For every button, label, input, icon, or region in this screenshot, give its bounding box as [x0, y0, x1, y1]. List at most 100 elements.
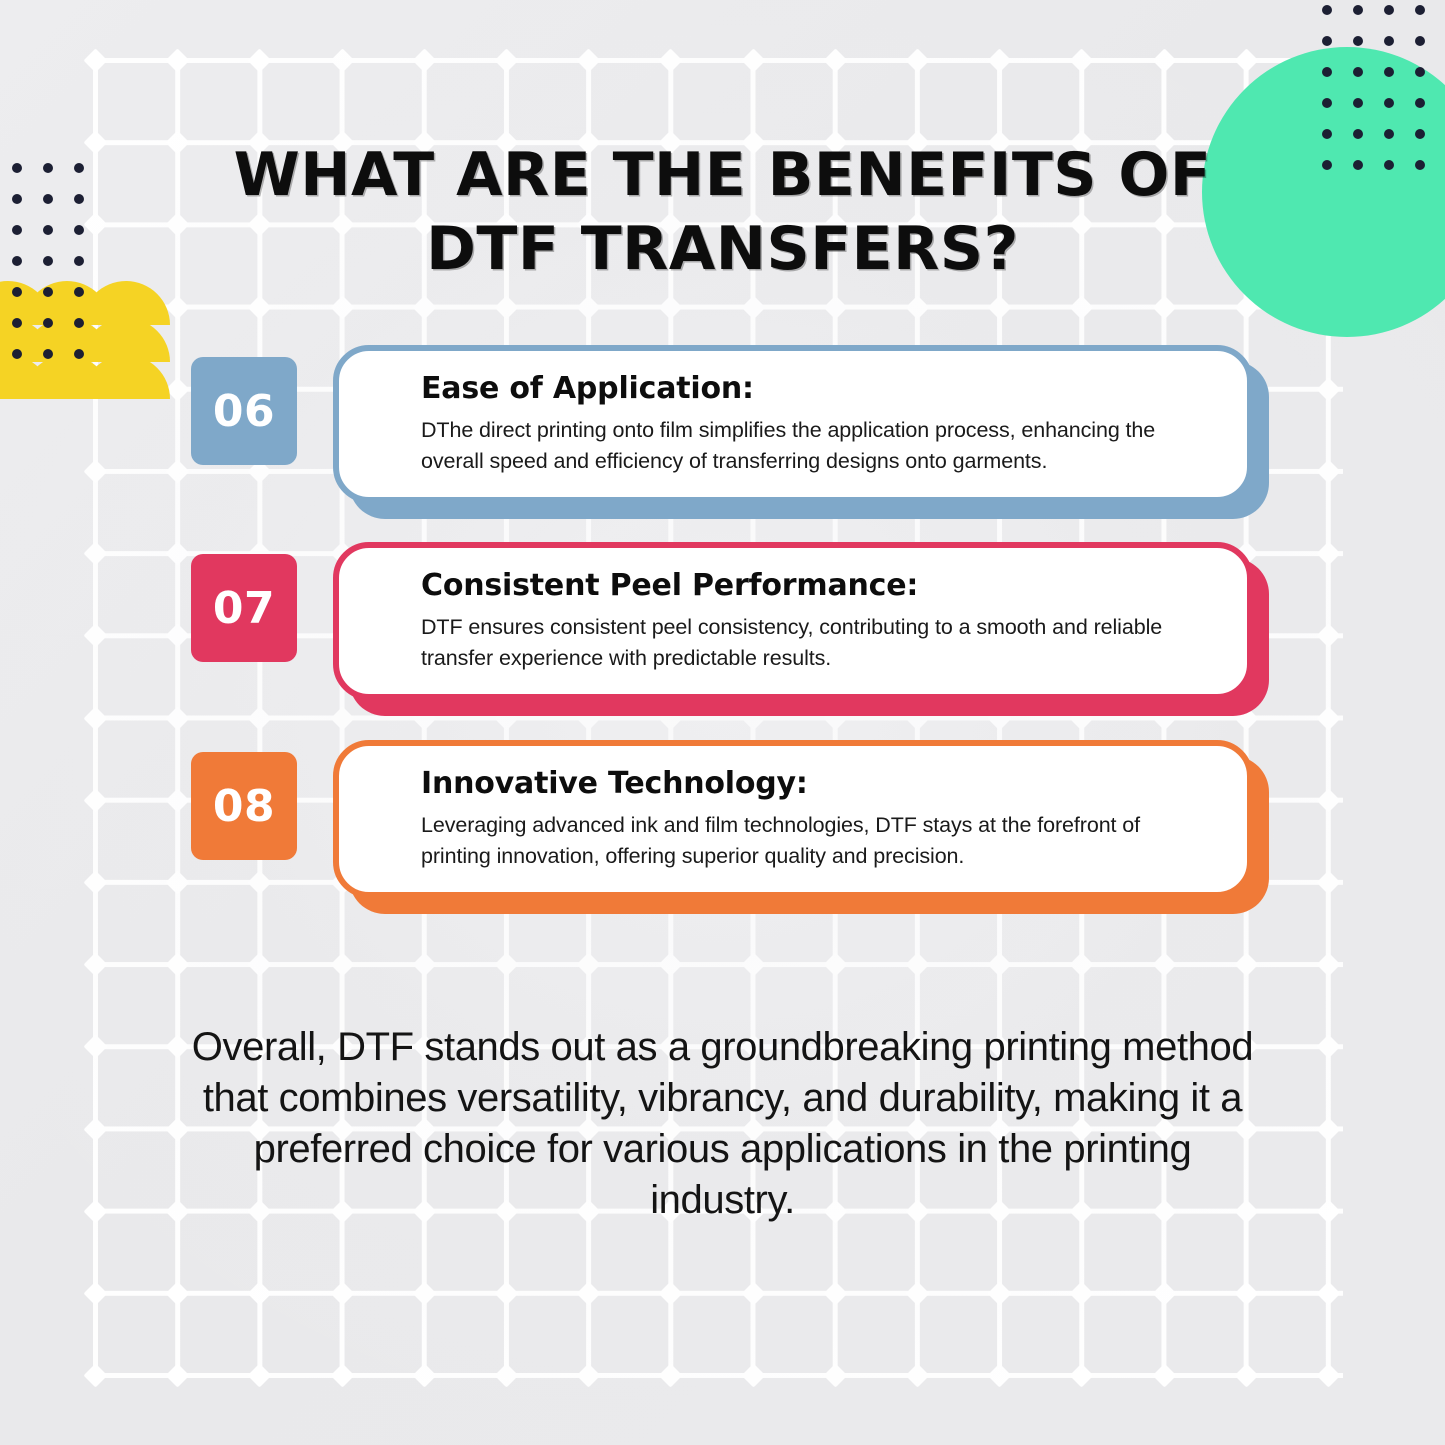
grid-node	[330, 952, 355, 977]
decor-dot	[74, 225, 84, 235]
grid-node	[165, 1281, 190, 1306]
decor-dot	[12, 287, 22, 297]
benefit-card-06[interactable]: Ease of Application: DThe direct printin…	[333, 345, 1253, 503]
decor-dot	[1353, 129, 1363, 139]
decor-dot	[74, 163, 84, 173]
grid-node	[1152, 1281, 1177, 1306]
page-title: WHAT ARE THE BENEFITS OF DTF TRANSFERS?	[233, 140, 1212, 284]
grid-node	[1316, 1034, 1341, 1059]
grid-node	[823, 295, 848, 320]
grid-node	[987, 1281, 1012, 1306]
grid-node	[823, 48, 848, 73]
grid-node	[576, 1281, 601, 1306]
grid-node	[494, 1281, 519, 1306]
grid-node	[1152, 1363, 1177, 1388]
decor-dot	[1353, 5, 1363, 15]
grid-node	[165, 1363, 190, 1388]
grid-node	[1069, 1363, 1094, 1388]
grid-node	[165, 295, 190, 320]
decor-dot	[1415, 98, 1425, 108]
grid-node	[658, 952, 683, 977]
grid-node	[165, 48, 190, 73]
decor-dot	[1322, 129, 1332, 139]
decor-dot	[1322, 67, 1332, 77]
grid-node	[247, 295, 272, 320]
grid-node	[823, 952, 848, 977]
card-body-07: DTF ensures consistent peel consistency,…	[421, 615, 1163, 670]
grid-node	[1069, 295, 1094, 320]
decor-dot	[1322, 98, 1332, 108]
decor-dot	[1353, 160, 1363, 170]
grid-node	[247, 1281, 272, 1306]
grid-node	[1234, 1281, 1259, 1306]
decor-dot	[1384, 129, 1394, 139]
badge-label-06: 06	[212, 385, 276, 437]
dot-grid-top-right-decoration	[1322, 5, 1445, 180]
grid-node	[412, 1363, 437, 1388]
decor-dot	[43, 225, 53, 235]
grid-node	[83, 48, 108, 73]
grid-node	[412, 1281, 437, 1306]
grid-node	[1316, 1281, 1341, 1306]
decor-dot	[1353, 67, 1363, 77]
decor-dot	[74, 287, 84, 297]
grid-node	[412, 295, 437, 320]
grid-node	[576, 1363, 601, 1388]
grid-node	[1152, 48, 1177, 73]
grid-node	[741, 1363, 766, 1388]
decor-dot	[1415, 36, 1425, 46]
decor-dot	[74, 349, 84, 359]
card-body-08: Leveraging advanced ink and film technol…	[421, 813, 1141, 868]
card-title-06: Ease of Application:	[421, 371, 754, 406]
dot-grid-left-decoration	[12, 163, 122, 363]
grid-node	[823, 1281, 848, 1306]
decor-dot	[43, 163, 53, 173]
grid-node	[576, 952, 601, 977]
grid-node	[1152, 295, 1177, 320]
grid-node	[1316, 1117, 1341, 1142]
decor-dot	[1384, 5, 1394, 15]
decor-dot	[1384, 98, 1394, 108]
decor-dot	[1384, 160, 1394, 170]
badge-label-08: 08	[212, 780, 276, 832]
grid-node	[83, 1281, 108, 1306]
decor-dot	[43, 287, 53, 297]
grid-node	[494, 295, 519, 320]
grid-node	[905, 1363, 930, 1388]
grid-node	[905, 952, 930, 977]
benefit-card-08[interactable]: Innovative Technology: Leveraging advanc…	[333, 740, 1253, 898]
grid-node	[1316, 952, 1341, 977]
decor-dot	[1322, 5, 1332, 15]
grid-node	[1316, 1363, 1341, 1388]
decor-dot	[12, 194, 22, 204]
decor-dot	[1415, 5, 1425, 15]
decor-dot	[12, 163, 22, 173]
decor-dot	[12, 225, 22, 235]
card-body-06: DThe direct printing onto film simplifie…	[421, 418, 1156, 473]
decor-dot	[74, 194, 84, 204]
summary-paragraph: Overall, DTF stands out as a groundbreak…	[191, 1025, 1254, 1222]
grid-node	[741, 952, 766, 977]
benefit-card-07[interactable]: Consistent Peel Performance: DTF ensures…	[333, 542, 1253, 700]
grid-node	[83, 1117, 108, 1142]
grid-node	[247, 952, 272, 977]
grid-node	[247, 48, 272, 73]
grid-node	[987, 952, 1012, 977]
grid-node	[247, 1363, 272, 1388]
benefit-row-07: 07 Consistent Peel Performance: DTF ensu…	[0, 542, 1445, 722]
grid-node	[658, 48, 683, 73]
badge-number-06: 06	[191, 357, 297, 465]
grid-node	[83, 1199, 108, 1224]
grid-node	[741, 48, 766, 73]
decor-dot	[12, 256, 22, 266]
decor-dot	[43, 256, 53, 266]
grid-node	[1069, 1281, 1094, 1306]
decor-dot	[74, 318, 84, 328]
grid-node	[494, 1363, 519, 1388]
grid-node	[330, 48, 355, 73]
decor-dot	[1415, 160, 1425, 170]
decor-dot	[1384, 67, 1394, 77]
grid-node	[1152, 952, 1177, 977]
card-title-07: Consistent Peel Performance:	[421, 568, 919, 603]
decor-dot	[1384, 36, 1394, 46]
